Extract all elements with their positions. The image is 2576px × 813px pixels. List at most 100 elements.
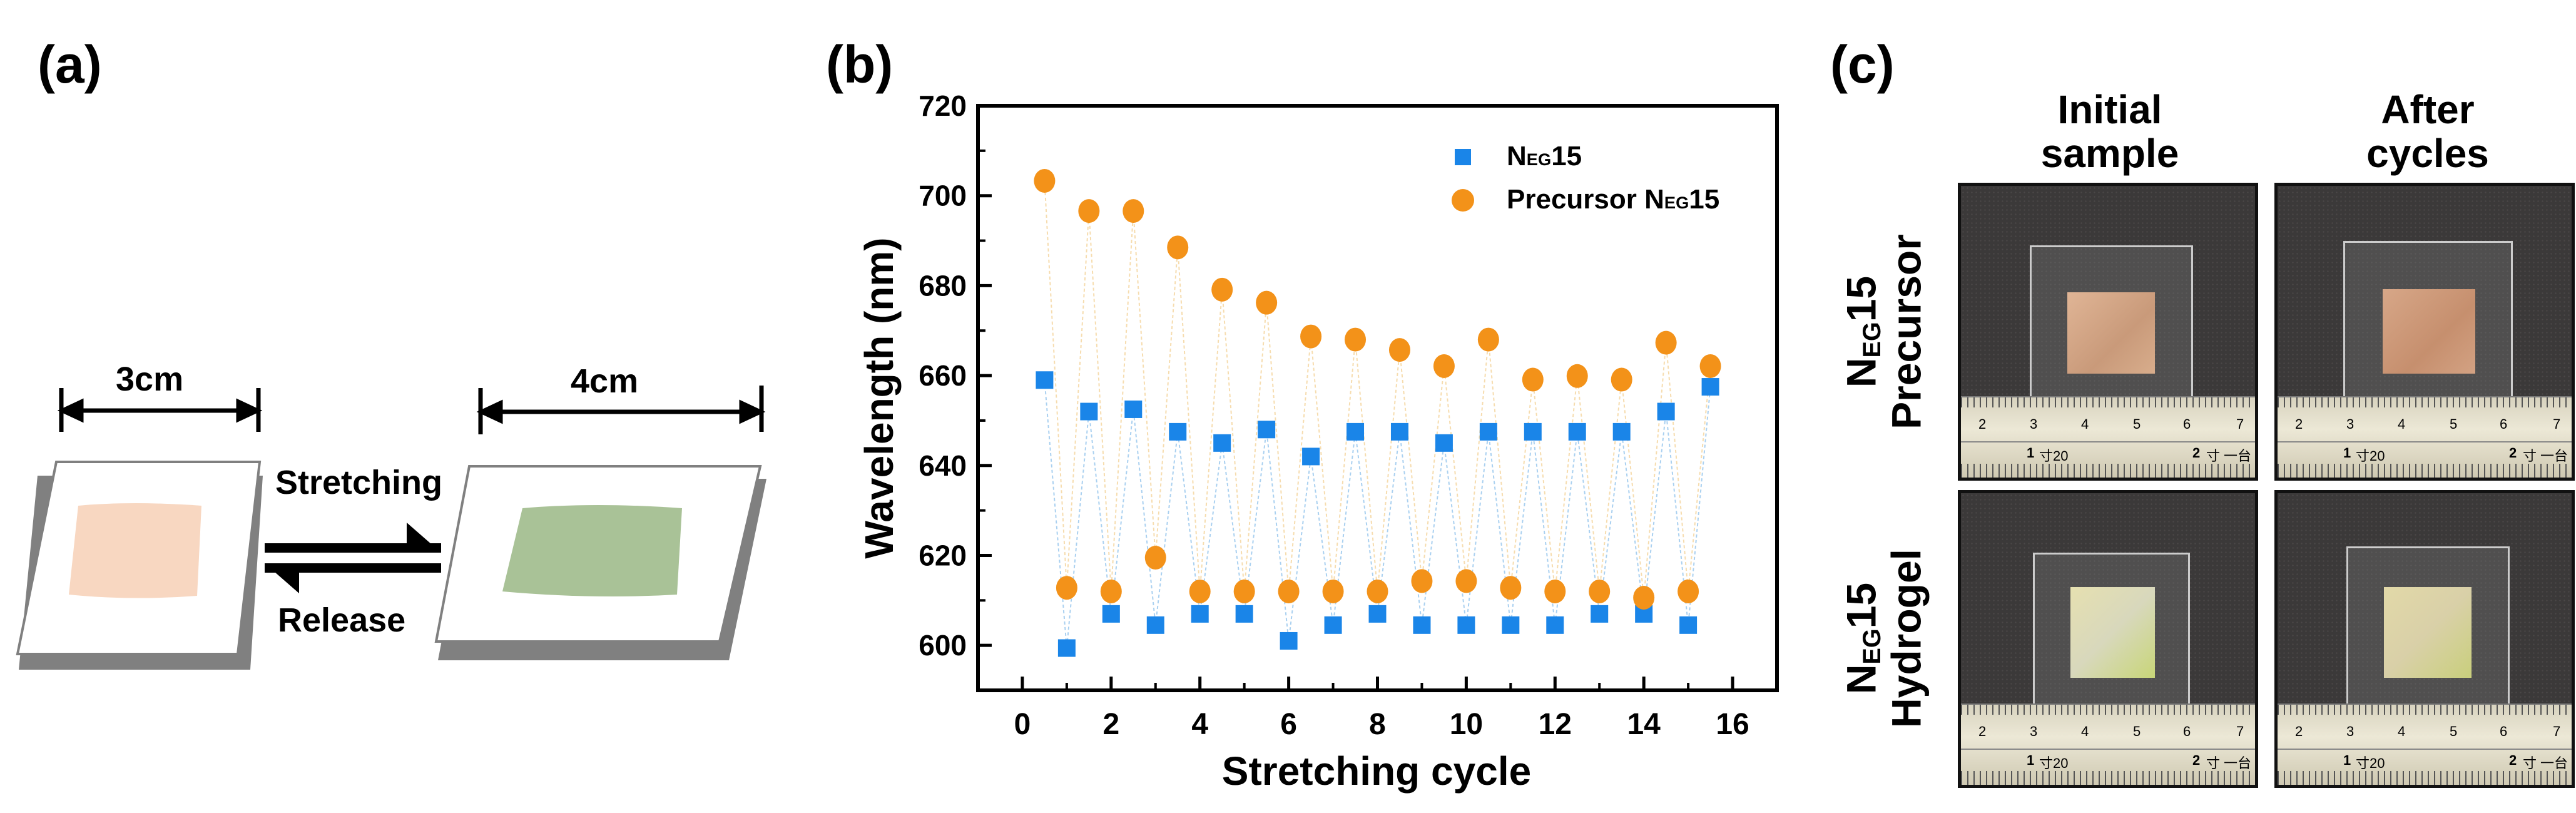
data-point-precursor-neg15 [1455,569,1477,593]
y-tick-label: 680 [919,269,967,302]
data-point-neg15 [1324,616,1342,634]
data-point-neg15 [1502,616,1520,634]
ruler-number: 2 [1978,416,1987,432]
y-tick-label: 720 [919,89,967,122]
x-tick-label: 10 [1450,708,1483,741]
y-tick-label: 620 [919,539,967,571]
ruler: 2 3 4 5 6 7 1 寸20 2 寸一台 [2278,396,2572,478]
ruler-tail: 一台 [2540,755,2568,771]
ruler-number: 4 [2398,416,2406,432]
data-point-precursor-neg15 [1433,354,1455,378]
row-label-hydrogel: NEG15 Hydrogel [1838,548,1929,729]
photonic-film [2067,292,2155,374]
initial-plate [16,461,263,670]
ruler-number: 2 [1978,724,1987,739]
data-point-neg15 [1258,421,1276,439]
ruler-number: 2 [2295,416,2303,432]
data-point-precursor-neg15 [1345,327,1367,352]
equilibrium-arrows [265,523,441,593]
ruler-sun-2-text: 寸 [2523,448,2537,464]
stretching-schematic [16,386,766,670]
data-point-precursor-neg15 [1566,364,1588,388]
photo-hydrogel-initial: 2 3 4 5 6 7 1 寸20 2 寸一台 [1958,490,2258,788]
ruler-sun-1: 1 [2343,445,2351,461]
legend-item-neg15: NEG15 [1439,136,1719,180]
data-point-neg15 [1591,605,1609,623]
ruler-ticks-bottom [1961,771,2255,785]
ruler: 2 3 4 5 6 7 1 寸20 2 寸一台 [1961,703,2255,785]
stretched-plate [434,465,766,660]
legend-item-precursor-neg15: Precursor NEG15 [1439,180,1719,223]
photo-precursor-initial: 2 3 4 5 6 7 1 寸20 2 寸一台 [1958,183,2258,481]
ruler-number: 4 [2081,724,2089,739]
data-point-precursor-neg15 [1589,579,1611,603]
dimension-4cm-arrow [476,386,766,434]
data-point-neg15 [1191,605,1209,623]
data-point-neg15 [1657,402,1675,421]
dimension-4cm-label: 4cm [571,362,639,400]
data-point-precursor-neg15 [1477,327,1499,352]
data-point-precursor-neg15 [1411,569,1433,593]
data-point-precursor-neg15 [1655,330,1677,355]
data-point-precursor-neg15 [1189,579,1211,603]
data-point-neg15 [1302,447,1320,466]
x-tick-label: 8 [1369,708,1386,741]
ruler-number: 5 [2133,416,2141,432]
photonic-film [2384,587,2472,678]
data-point-precursor-neg15 [1677,579,1699,603]
y-axis-title: Wavelength (nm) [857,237,902,559]
data-point-neg15 [1390,422,1408,441]
data-point-precursor-neg15 [1167,235,1189,260]
x-tick-label: 16 [1716,708,1749,741]
y-tick-label: 640 [919,449,967,482]
x-tick-label: 4 [1191,708,1208,741]
x-tick-label: 0 [1014,708,1031,741]
data-point-precursor-neg15 [1123,199,1144,223]
ruler-sun-2-text: 寸 [2523,755,2537,771]
data-point-precursor-neg15 [1211,277,1233,302]
x-tick-label: 14 [1627,708,1661,741]
ruler-sun-2: 2 [2509,445,2517,461]
data-point-precursor-neg15 [1144,546,1166,570]
data-point-neg15 [1479,422,1497,441]
y-tick-label: 600 [919,629,967,662]
dimension-3cm-label: 3cm [116,360,184,398]
ruler-number: 3 [2030,416,2038,432]
ruler-number: 5 [2450,724,2458,739]
ruler-number: 4 [2081,416,2089,432]
data-point-neg15 [1524,422,1542,441]
ruler-sun-2: 2 [2192,752,2201,768]
data-point-neg15 [1124,400,1143,418]
data-point-precursor-neg15 [1367,579,1388,603]
ruler-ticks-bottom [2278,771,2572,785]
ruler-ticks [2278,397,2572,407]
ruler-sun-1: 1 [2027,445,2035,461]
data-point-precursor-neg15 [1078,199,1100,223]
ruler-number: 3 [2346,724,2355,739]
ruler-sun-1-text: 寸20 [2356,448,2385,464]
data-point-precursor-neg15 [1233,579,1255,603]
ruler-number: 5 [2450,416,2458,432]
data-point-precursor-neg15 [1611,367,1632,392]
ruler-number: 4 [2398,724,2406,739]
column-title-after: After cycles [2366,87,2489,176]
ruler-sun-1: 1 [2027,752,2035,768]
ruler-number: 6 [2183,416,2191,432]
data-point-neg15 [1280,631,1298,650]
data-point-neg15 [1413,616,1431,634]
data-point-neg15 [1568,422,1586,441]
data-point-neg15 [1169,422,1187,441]
data-point-precursor-neg15 [1300,324,1322,349]
ruler-number: 3 [2346,416,2355,432]
data-point-precursor-neg15 [1278,579,1300,603]
data-point-neg15 [1546,616,1564,634]
ruler-number: 6 [2183,724,2191,739]
data-point-neg15 [1679,616,1698,634]
ruler-tail: 一台 [2224,755,2252,771]
ruler-number: 6 [2500,416,2508,432]
y-tick-label: 660 [919,359,967,392]
ruler-ticks [1961,397,2255,407]
data-point-precursor-neg15 [1633,585,1655,610]
photo-hydrogel-after: 2 3 4 5 6 7 1 寸20 2 寸一台 [2274,490,2575,788]
photonic-film [2383,289,2475,374]
